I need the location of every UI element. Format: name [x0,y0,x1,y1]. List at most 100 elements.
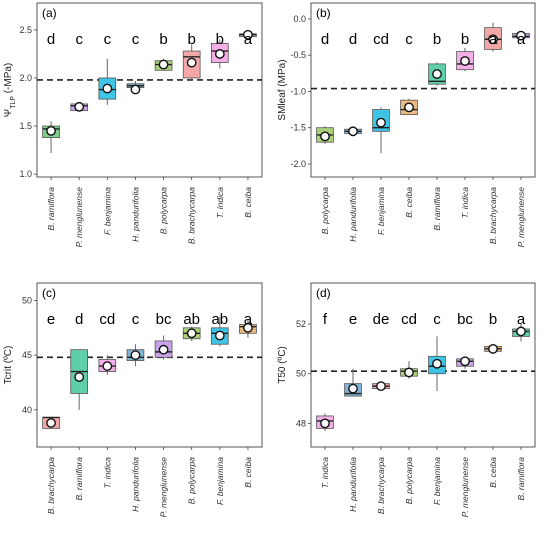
significance-letter: cd [99,311,115,328]
box-7 [210,39,229,69]
mean-marker [348,126,358,137]
category-label: P. menglunense [460,457,470,518]
box-1 [316,126,334,144]
box-1 [42,121,60,153]
box-2 [344,368,362,397]
box-8 [239,29,257,40]
category-label: T. indica [320,457,330,489]
y-tick-label: 0.0 [293,14,306,24]
significance-letter: b [433,31,441,48]
box-3 [372,107,390,154]
mean-marker [74,372,85,382]
panel-1: (a) 1.0 1.5 2.0 2.5 ΨTLP (-MPa) d c c c b b b a B. ram… [3,2,263,247]
mean-marker [460,56,470,66]
box-1 [316,413,334,431]
significance-letter: c [132,31,140,48]
y-tick-label: 50 [22,295,32,305]
y-axis-label: SMleaf (MPa) [277,59,288,120]
y-axis-label: Tcrit (ºC) [3,346,14,385]
y-axis-label: ΨTLP (-MPa) [3,63,17,118]
category-label: H. pandurifolia [348,457,358,512]
significance-letter: c [405,31,413,48]
significance-letter: d [349,31,357,48]
significance-letter: bc [156,311,172,328]
category-label: B. ceiba [404,187,414,218]
y-tick-label: 45 [22,350,32,360]
category-label: B. ramiflora [516,457,526,501]
box-5 [154,335,173,360]
mean-marker [376,381,386,392]
category-label: B. ramiflora [46,187,56,231]
significance-letter: a [244,311,253,328]
significance-letter: de [373,311,390,328]
panel-tag: (a) [42,6,57,20]
category-label: B. brachycarpa [488,187,498,244]
significance-letter: e [47,311,55,328]
box-6 [182,326,201,341]
panel-tag: (b) [316,6,331,20]
panel-tag: (d) [316,286,331,300]
y-tick-label: -2.0 [290,159,306,169]
y-axis-label: T50 (ºC) [277,346,288,384]
mean-marker [404,367,414,378]
category-label: F. benjamina [376,187,386,235]
mean-marker [102,361,113,371]
box-6 [182,44,201,80]
significance-letter: a [517,31,526,48]
category-label: F. benjamina [432,457,442,505]
mean-marker [130,84,141,95]
y-tick-label: 1.0 [19,169,32,179]
box-7 [210,316,229,347]
box-2 [344,126,362,137]
box-3 [98,58,117,105]
mean-marker [320,131,330,142]
mean-marker [348,383,358,394]
mean-marker [214,49,225,59]
category-label: T. indica [460,187,470,219]
panel-4: (d) 48 50 52 T50 (ºC) f e de cd c bc b a T. indica H. … [277,282,536,518]
plot-frame [36,282,263,448]
plot-frame [36,2,263,178]
mean-marker [102,83,113,94]
y-tick-label: 52 [296,319,306,329]
mean-marker [46,125,56,136]
mean-marker [432,358,442,369]
significance-letter: e [349,311,357,328]
significance-letter: ab [211,311,228,328]
plot-frame [310,2,536,178]
significance-letter: d [75,311,83,328]
significance-letter: ab [183,311,200,328]
category-label: B. polycarpa [159,187,169,235]
category-label: F. benjamina [102,187,112,235]
box-5 [428,62,446,86]
box-4 [400,98,418,116]
category-label: H. pandurifolia [130,187,140,242]
mean-marker [516,30,526,41]
mean-marker [243,29,253,40]
box-7 [484,22,502,52]
y-tick-label: 1.5 [19,121,32,131]
significance-letter: b [188,31,196,48]
significance-letter: f [323,311,328,328]
box-3 [372,381,390,392]
category-label: B. polycarpa [187,457,197,505]
category-label: F. benjamina [215,457,225,505]
box-4 [400,361,418,379]
significance-letter: b [489,311,497,328]
mean-marker [460,356,470,367]
mean-marker [186,328,197,339]
mean-marker [186,57,197,68]
box-1 [42,416,60,429]
box-8 [239,319,257,338]
box-3 [98,355,117,375]
y-tick-label: 48 [296,418,306,428]
box-6 [456,47,474,72]
mean-marker [214,330,225,341]
plot-frame [310,282,536,448]
panel-tag: (c) [42,286,56,300]
mean-marker [158,344,169,355]
mean-marker [158,59,169,70]
significance-letter: d [47,31,55,48]
